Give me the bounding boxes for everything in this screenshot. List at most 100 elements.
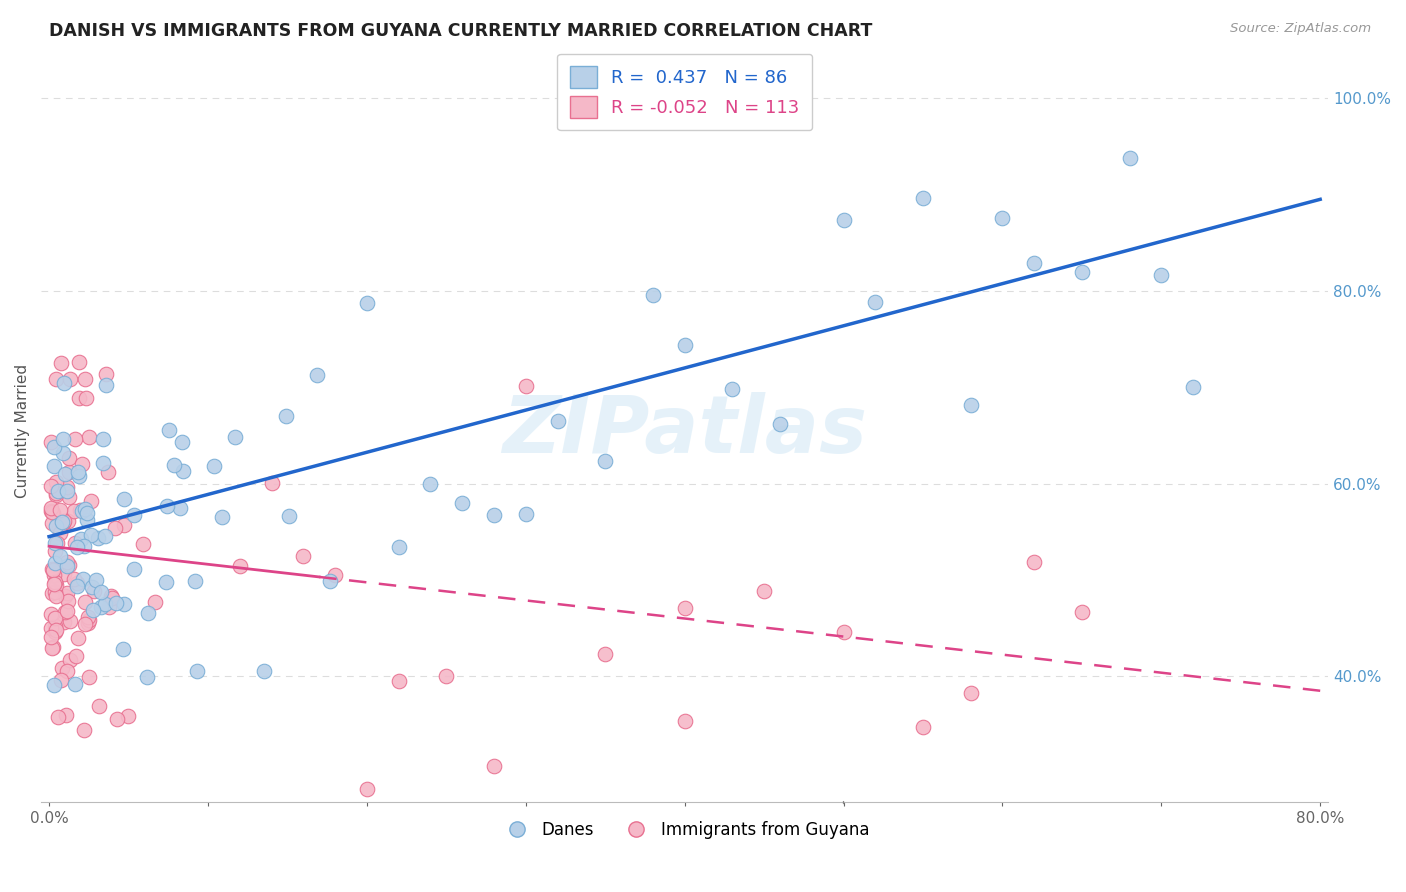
Point xyxy=(65,677,87,691)
Point xyxy=(44,574,66,589)
Point xyxy=(39,631,62,645)
Point xyxy=(45,578,67,592)
Point xyxy=(42,678,65,692)
Point xyxy=(46,710,69,724)
Point xyxy=(136,606,159,620)
Point xyxy=(42,577,65,591)
Point xyxy=(39,479,62,493)
Point xyxy=(66,465,89,479)
Point xyxy=(673,714,696,728)
Point xyxy=(52,516,75,530)
Point xyxy=(170,434,193,449)
Point xyxy=(593,454,616,468)
Point xyxy=(1024,555,1046,569)
Text: DANISH VS IMMIGRANTS FROM GUYANA CURRENTLY MARRIED CORRELATION CHART: DANISH VS IMMIGRANTS FROM GUYANA CURRENT… xyxy=(49,22,873,40)
Point xyxy=(42,640,65,654)
Point xyxy=(911,720,934,734)
Point xyxy=(91,456,114,470)
Point xyxy=(224,429,246,443)
Point xyxy=(51,516,73,530)
Point xyxy=(122,562,145,576)
Point xyxy=(98,599,121,614)
Point xyxy=(1070,265,1092,279)
Point xyxy=(641,287,664,301)
Point xyxy=(156,500,179,514)
Point xyxy=(104,520,127,534)
Point xyxy=(253,664,276,678)
Point xyxy=(45,475,67,489)
Point xyxy=(356,782,378,797)
Point xyxy=(77,616,100,631)
Point xyxy=(53,589,76,603)
Point xyxy=(959,398,981,412)
Point xyxy=(72,572,94,586)
Point xyxy=(122,508,145,522)
Point xyxy=(55,604,77,618)
Point xyxy=(76,506,98,520)
Point xyxy=(45,589,67,603)
Point xyxy=(45,519,67,533)
Point xyxy=(114,597,136,611)
Point xyxy=(45,536,67,550)
Point xyxy=(70,504,93,518)
Point xyxy=(211,510,233,524)
Point xyxy=(388,673,411,688)
Point xyxy=(482,508,505,523)
Point xyxy=(49,525,72,540)
Point xyxy=(73,502,96,516)
Point xyxy=(48,502,70,516)
Point xyxy=(56,480,79,494)
Point xyxy=(42,506,65,520)
Point xyxy=(59,372,82,386)
Text: Source: ZipAtlas.com: Source: ZipAtlas.com xyxy=(1230,22,1371,36)
Point xyxy=(45,372,67,386)
Point xyxy=(318,574,340,588)
Point xyxy=(53,467,76,482)
Point xyxy=(186,664,208,678)
Point xyxy=(83,584,105,599)
Point xyxy=(388,540,411,554)
Point xyxy=(752,583,775,598)
Point xyxy=(1024,255,1046,269)
Point xyxy=(911,191,934,205)
Point xyxy=(44,619,66,633)
Point xyxy=(41,640,63,655)
Point xyxy=(155,575,177,590)
Point xyxy=(55,664,77,678)
Point xyxy=(42,563,65,577)
Point xyxy=(46,483,69,498)
Point xyxy=(58,558,80,572)
Point xyxy=(112,491,135,506)
Point xyxy=(52,376,75,390)
Point xyxy=(56,484,79,499)
Point xyxy=(169,500,191,515)
Point xyxy=(865,294,887,309)
Point xyxy=(58,594,80,608)
Point xyxy=(69,503,91,517)
Point xyxy=(52,514,75,528)
Point xyxy=(515,379,537,393)
Legend: Danes, Immigrants from Guyana: Danes, Immigrants from Guyana xyxy=(494,814,876,846)
Point xyxy=(673,338,696,352)
Point xyxy=(832,212,855,227)
Point xyxy=(356,296,378,310)
Point xyxy=(76,512,98,526)
Point xyxy=(67,391,90,405)
Point xyxy=(79,670,101,684)
Point xyxy=(260,475,283,490)
Point xyxy=(42,568,65,582)
Point xyxy=(58,490,80,504)
Point xyxy=(93,432,115,446)
Point xyxy=(56,514,79,528)
Point xyxy=(69,532,91,546)
Point xyxy=(75,391,97,405)
Point xyxy=(82,580,104,594)
Point xyxy=(52,615,75,629)
Point xyxy=(76,610,98,624)
Point xyxy=(832,625,855,640)
Point xyxy=(101,591,124,606)
Point xyxy=(1182,380,1205,394)
Point xyxy=(49,549,72,563)
Point xyxy=(44,585,66,599)
Point xyxy=(515,507,537,521)
